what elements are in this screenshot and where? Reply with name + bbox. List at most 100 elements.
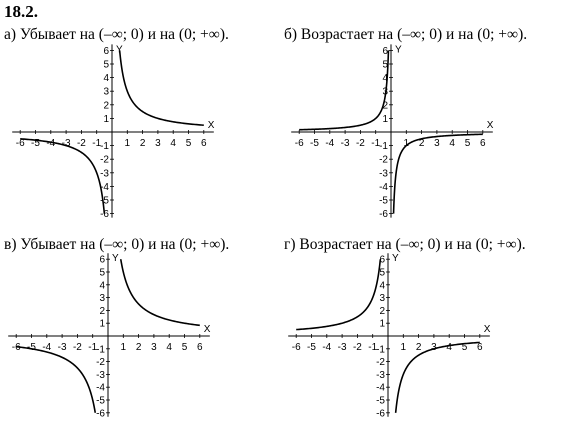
curve-branch-left (296, 259, 382, 331)
curve-branch-right (119, 259, 200, 327)
curve-branch-left (20, 138, 106, 214)
y-tick-label: -4 (379, 182, 388, 193)
y-tick-label: -2 (376, 357, 385, 368)
y-tick-label: -6 (96, 408, 105, 419)
x-axis-label: X (204, 324, 211, 335)
x-axis-label: X (208, 120, 215, 131)
y-tick-label: -3 (100, 168, 109, 179)
caption-g: г) Возрастает на (–∞; 0) и на (0; +∞). (284, 236, 526, 253)
x-tick-label: -2 (353, 342, 362, 353)
y-tick-label: -4 (100, 182, 109, 193)
x-tick-label: 6 (477, 342, 483, 353)
x-tick-label: 2 (140, 138, 146, 149)
problem-number: 18.2. (4, 2, 38, 21)
x-tick-label: -4 (325, 138, 334, 149)
y-tick-label: -1 (376, 344, 385, 355)
x-tick-label: -1 (371, 138, 380, 149)
x-tick-label: -2 (356, 138, 365, 149)
x-tick-label: -4 (46, 138, 55, 149)
x-tick-label: -6 (292, 342, 301, 353)
y-tick-label: 6 (382, 46, 388, 57)
y-tick-label: -1 (100, 141, 109, 152)
x-tick-label: 3 (155, 138, 161, 149)
y-tick-label: -6 (379, 209, 388, 220)
x-tick-label: -5 (27, 342, 36, 353)
x-tick-label: 3 (431, 342, 437, 353)
y-tick-label: -5 (376, 396, 385, 407)
x-tick-label: 1 (401, 342, 407, 353)
x-tick-label: 2 (419, 138, 425, 149)
x-tick-label: 1 (125, 138, 131, 149)
y-tick-label: -3 (96, 370, 105, 381)
y-tick-label: -3 (376, 370, 385, 381)
x-tick-label: 1 (404, 138, 410, 149)
x-tick-label: 4 (166, 342, 172, 353)
x-axis-label: X (484, 324, 491, 335)
x-tick-label: 2 (416, 342, 422, 353)
y-tick-label: 2 (103, 100, 109, 111)
y-tick-label: 4 (103, 73, 109, 84)
x-tick-label: -5 (31, 138, 40, 149)
y-tick-label: -5 (96, 396, 105, 407)
y-tick-label: 3 (103, 87, 109, 98)
x-tick-label: 4 (449, 138, 455, 149)
y-tick-label: 2 (382, 100, 388, 111)
x-tick-label: 5 (465, 138, 471, 149)
y-tick-label: -2 (100, 155, 109, 166)
y-tick-label: -2 (379, 155, 388, 166)
y-tick-label: -6 (376, 408, 385, 419)
x-tick-label: -3 (338, 342, 347, 353)
y-axis-label: Y (112, 253, 119, 264)
x-tick-label: -5 (310, 138, 319, 149)
y-tick-label: 5 (379, 268, 385, 279)
y-axis-label: Y (116, 44, 123, 55)
x-tick-label: -5 (307, 342, 316, 353)
y-tick-label: 1 (379, 319, 385, 330)
x-tick-label: -1 (92, 138, 101, 149)
x-tick-label: -6 (16, 138, 25, 149)
x-tick-label: -4 (322, 342, 331, 353)
y-tick-label: 6 (99, 255, 105, 266)
y-tick-label: -3 (379, 168, 388, 179)
y-tick-label: 4 (379, 280, 385, 291)
y-tick-label: 4 (382, 73, 388, 84)
y-tick-label: 6 (379, 255, 385, 266)
x-tick-label: -6 (295, 138, 304, 149)
x-tick-label: -4 (42, 342, 51, 353)
y-tick-label: -4 (376, 383, 385, 394)
y-tick-label: -4 (96, 383, 105, 394)
x-tick-label: -2 (77, 138, 86, 149)
x-tick-label: 3 (434, 138, 440, 149)
x-tick-label: 2 (136, 342, 142, 353)
y-tick-label: 3 (99, 293, 105, 304)
y-tick-label: -2 (96, 357, 105, 368)
x-tick-label: -3 (62, 138, 71, 149)
curve-branch-left (16, 345, 97, 413)
y-tick-label: 1 (103, 114, 109, 125)
y-tick-label: 1 (99, 319, 105, 330)
x-tick-label: 4 (170, 138, 176, 149)
x-axis-label: X (487, 120, 494, 131)
y-tick-label: 1 (382, 114, 388, 125)
x-tick-label: 5 (186, 138, 192, 149)
y-tick-label: 6 (103, 46, 109, 57)
y-axis-label: Y (395, 44, 402, 55)
x-tick-label: -3 (58, 342, 67, 353)
x-tick-label: 4 (446, 342, 452, 353)
caption-a: а) Убывает на (–∞; 0) и на (0; +∞). (4, 26, 229, 43)
curve-branch-left (299, 50, 390, 131)
x-tick-label: -1 (368, 342, 377, 353)
x-tick-label: 5 (462, 342, 468, 353)
x-tick-label: 6 (197, 342, 203, 353)
x-tick-label: 3 (151, 342, 157, 353)
x-tick-label: -1 (88, 342, 97, 353)
y-tick-label: 2 (379, 306, 385, 317)
y-axis-label: Y (392, 253, 399, 264)
curve-branch-right (118, 50, 204, 126)
y-tick-label: -5 (379, 196, 388, 207)
y-tick-label: 5 (103, 60, 109, 71)
y-tick-label: -1 (96, 344, 105, 355)
